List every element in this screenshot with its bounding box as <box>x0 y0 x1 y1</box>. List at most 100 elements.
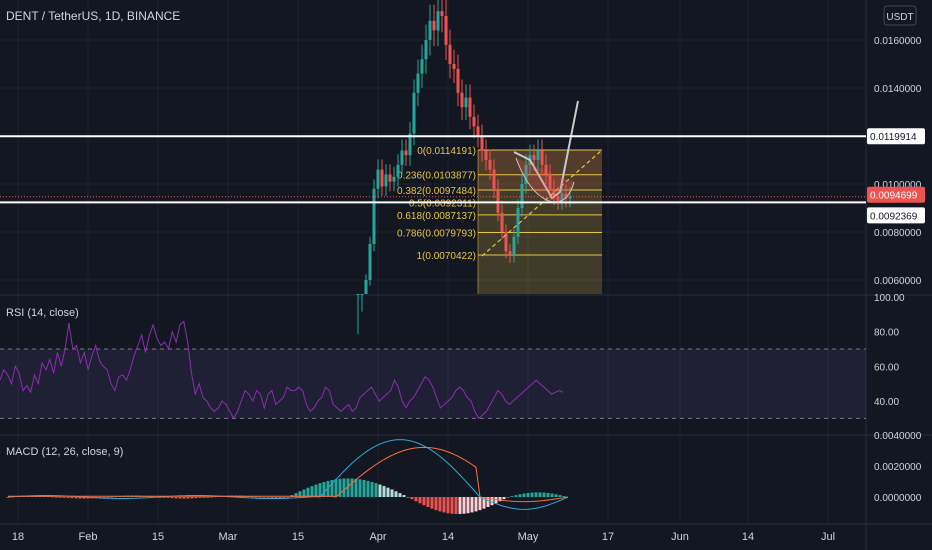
macd-histogram-bar <box>298 491 302 497</box>
candle-body[interactable] <box>420 59 424 74</box>
rsi-tick-label: 80.00 <box>874 328 899 339</box>
candle-body[interactable] <box>424 40 428 60</box>
candle-body[interactable] <box>552 188 556 196</box>
candle-body[interactable] <box>516 208 520 237</box>
macd-histogram-bar <box>50 496 54 498</box>
macd-histogram-bar <box>526 492 530 497</box>
candle-body[interactable] <box>456 68 460 93</box>
macd-histogram-bar <box>74 497 78 499</box>
candle-body[interactable] <box>492 169 496 189</box>
macd-histogram-bar <box>522 493 526 497</box>
candle-body[interactable] <box>408 133 412 156</box>
candle-body[interactable] <box>380 169 384 187</box>
candle-body[interactable] <box>376 169 380 189</box>
candle-body[interactable] <box>404 150 408 156</box>
candle-body[interactable] <box>476 126 480 136</box>
candle-body[interactable] <box>540 150 544 165</box>
time-tick-label: Jul <box>821 531 835 543</box>
candle-body[interactable] <box>532 155 536 160</box>
candle-body[interactable] <box>384 174 388 187</box>
resistance-price-tag[interactable] <box>867 128 925 145</box>
projection-path[interactable] <box>513 100 579 200</box>
macd-histogram-bar <box>54 496 58 498</box>
time-tick-label: 18 <box>12 531 24 543</box>
macd-histogram-bar <box>110 496 114 498</box>
macd-histogram-bar <box>514 495 518 497</box>
macd-histogram-bar <box>190 497 194 499</box>
fib-level-label: 0.618(0.0087137) <box>397 211 476 222</box>
candle-body[interactable] <box>484 150 488 160</box>
macd-histogram-bar <box>394 491 398 497</box>
macd-tick-label: 0.0000000 <box>874 493 922 504</box>
candle-body[interactable] <box>520 184 524 208</box>
candle-body[interactable] <box>464 97 468 108</box>
fib-level-label: 1(0.0070422) <box>417 251 477 262</box>
candle-body[interactable] <box>460 92 464 108</box>
rsi-pane[interactable]: 100.00 80.00 60.00 40.00 <box>0 293 905 420</box>
macd-histogram-bar <box>198 497 202 498</box>
candle-body[interactable] <box>564 193 568 199</box>
macd-histogram-bar <box>410 497 414 500</box>
macd-histogram-bar <box>362 480 366 497</box>
candle-body[interactable] <box>444 16 448 45</box>
candle-body[interactable] <box>536 150 540 160</box>
currency-button[interactable] <box>883 5 917 26</box>
macd-histogram-bar <box>214 496 218 498</box>
candle-body[interactable] <box>448 44 452 64</box>
macd-histogram-bar <box>266 497 270 498</box>
candle-body[interactable] <box>436 11 440 31</box>
macd-histogram-bar <box>450 497 454 514</box>
candle-body[interactable] <box>356 294 360 295</box>
candle-body[interactable] <box>548 174 552 189</box>
candle-body[interactable] <box>480 136 484 151</box>
candle-body[interactable] <box>496 188 500 213</box>
candle-body[interactable] <box>428 20 432 40</box>
candle-body[interactable] <box>504 232 508 252</box>
macd-histogram-bar <box>518 494 522 497</box>
macd-line[interactable] <box>7 439 569 510</box>
candle-body[interactable] <box>364 280 368 294</box>
candle-body[interactable] <box>556 196 560 201</box>
candle-body[interactable] <box>524 164 528 184</box>
macd-histogram-bar <box>258 497 262 498</box>
candle-body[interactable] <box>368 244 372 280</box>
candle-body[interactable] <box>416 73 420 93</box>
macd-histogram-bar <box>342 478 346 497</box>
horizontal-lines[interactable] <box>0 135 866 204</box>
macd-pane[interactable]: 0.0040000 0.0020000 0.0000000 <box>6 431 922 515</box>
macd-histogram-bar <box>470 497 474 513</box>
currency-button-label: USDT <box>886 12 913 23</box>
candle-body[interactable] <box>400 150 404 165</box>
current-price-tag[interactable] <box>867 186 925 203</box>
candle-body[interactable] <box>512 236 516 256</box>
candle-body[interactable] <box>432 20 436 31</box>
rsi-line[interactable] <box>0 320 564 420</box>
macd-histogram-bar <box>530 492 534 497</box>
candle-body[interactable] <box>500 212 504 232</box>
candle-body[interactable] <box>372 188 376 244</box>
candle-body[interactable] <box>360 294 364 295</box>
candle-body[interactable] <box>468 97 472 117</box>
macd-histogram-bar <box>382 486 386 497</box>
candle-body[interactable] <box>488 160 492 170</box>
candlestick-series[interactable] <box>356 0 572 335</box>
candle-body[interactable] <box>472 116 476 127</box>
macd-signal-line[interactable] <box>8 446 569 503</box>
candle-body[interactable] <box>544 164 548 175</box>
candle-body[interactable] <box>508 251 512 256</box>
rsi-tick-label: 100.00 <box>874 293 905 304</box>
candle-body[interactable] <box>388 174 392 182</box>
candle-body[interactable] <box>392 176 396 182</box>
candle-body[interactable] <box>396 164 400 177</box>
macd-histogram-bar <box>326 480 330 497</box>
fibonacci-retracement[interactable]: 0(0.0114191) 0.236(0.0103877) 0.382(0.0097… <box>397 146 602 294</box>
macd-histogram-bar <box>338 478 342 497</box>
candle-body[interactable] <box>452 64 456 69</box>
macd-histogram-bar <box>430 497 434 509</box>
macd-histogram-bar <box>150 496 154 498</box>
macd-histogram-bar <box>178 497 182 499</box>
candle-body[interactable] <box>412 92 416 134</box>
support-price-tag[interactable] <box>867 207 925 224</box>
candle-body[interactable] <box>440 11 444 16</box>
